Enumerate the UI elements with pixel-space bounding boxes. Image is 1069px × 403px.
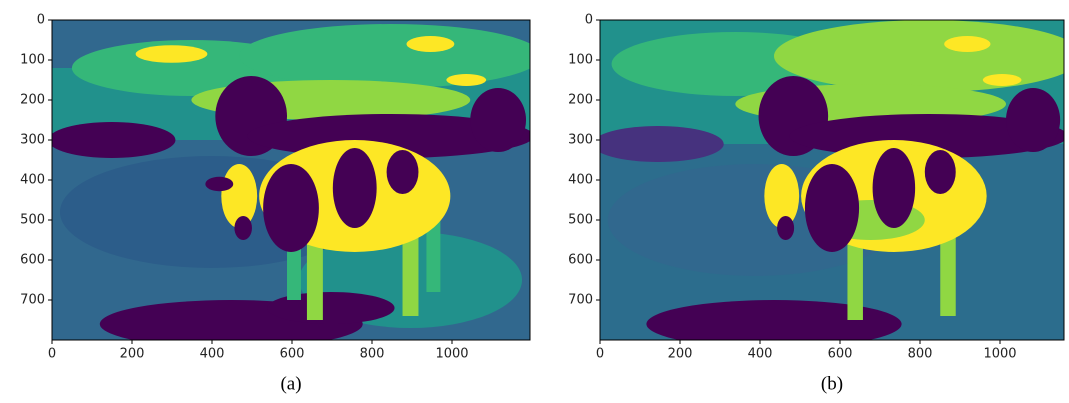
x-tick-label: 0 [596, 347, 604, 362]
y-tick-label: 400 [20, 173, 45, 188]
y-tick-label: 500 [568, 213, 593, 228]
caption: (a) [280, 373, 301, 394]
x-tick-label: 600 [828, 347, 853, 362]
x-tick-label: 800 [908, 347, 933, 362]
y-tick-label: 400 [568, 173, 593, 188]
y-tick-label: 100 [20, 53, 45, 68]
y-tick-label: 200 [568, 93, 593, 108]
y-tick-label: 300 [568, 133, 593, 148]
x-tick-label: 400 [748, 347, 773, 362]
x-tick-label: 400 [200, 347, 225, 362]
y-tick-label: 700 [568, 293, 593, 308]
y-tick-label: 500 [20, 213, 45, 228]
x-tick-label: 600 [280, 347, 305, 362]
y-tick-label: 600 [568, 253, 593, 268]
y-tick-label: 700 [20, 293, 45, 308]
y-tick-label: 300 [20, 133, 45, 148]
x-tick-label: 1000 [435, 347, 468, 362]
x-tick-label: 200 [120, 347, 145, 362]
x-tick-label: 1000 [983, 347, 1016, 362]
image [592, 20, 1069, 348]
image [48, 20, 542, 348]
y-tick-label: 200 [20, 93, 45, 108]
caption: (b) [821, 373, 843, 394]
y-tick-label: 0 [37, 13, 45, 28]
x-tick-label: 200 [668, 347, 693, 362]
x-tick-label: 800 [360, 347, 385, 362]
y-tick-label: 600 [20, 253, 45, 268]
y-tick-label: 0 [585, 13, 593, 28]
y-tick-label: 100 [568, 53, 593, 68]
x-tick-label: 0 [48, 347, 56, 362]
figure: 020040060080010000100200300400500600700(… [0, 0, 1069, 403]
